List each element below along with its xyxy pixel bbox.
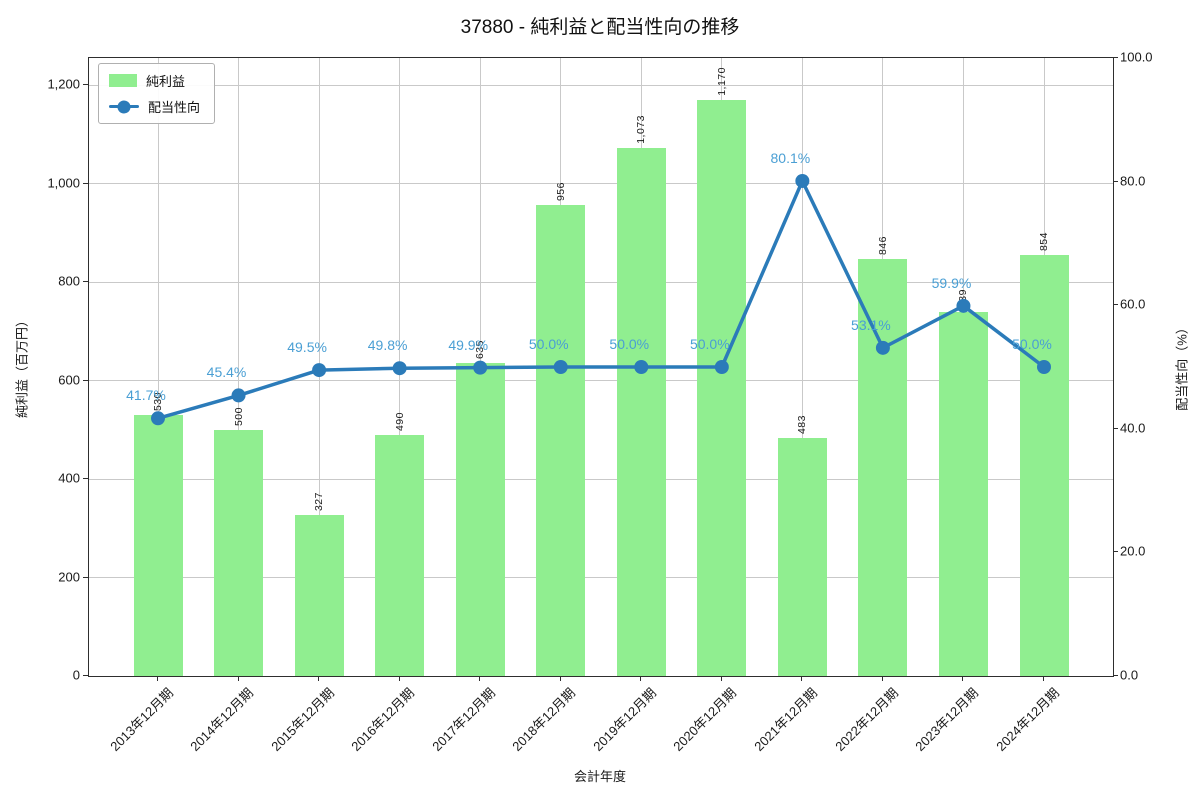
left-tick-label: 400: [58, 470, 80, 486]
right-tick-mark: [1113, 57, 1118, 58]
left-tick-mark: [83, 84, 88, 86]
left-tick-mark: [83, 675, 88, 676]
line-marker-icon: [1037, 360, 1051, 374]
legend-item-payout-ratio: 配当性向: [109, 97, 200, 116]
left-tick-mark: [83, 576, 88, 578]
line-marker-icon: [231, 388, 246, 403]
right-tick-mark: [1113, 180, 1118, 182]
right-tick-label: 80.0: [1120, 173, 1146, 189]
v-gridline: [157, 58, 159, 676]
left-tick-mark: [83, 281, 88, 283]
x-tick-label: 2015年12月期: [267, 685, 337, 754]
x-tick-mark: [962, 676, 964, 681]
plot-area: 純利益 配当性向 530 500 327 490 635 956 1,073 1,170 483…: [88, 57, 1114, 677]
left-tick-label: 600: [58, 372, 80, 388]
line-path: [156, 179, 1046, 421]
h-gridline: [89, 380, 1113, 382]
x-tick-label: 2020年12月期: [670, 685, 740, 754]
legend-item-net-profit: 純利益: [109, 71, 200, 90]
x-tick-mark: [640, 676, 642, 681]
line-swatch-icon: [109, 100, 139, 113]
line-marker-icon: [117, 100, 131, 113]
bar-2014年12月期: [214, 429, 264, 676]
line-marker-icon: [553, 360, 568, 374]
line-marker-icon: [312, 363, 327, 378]
h-gridline: [89, 84, 1113, 86]
x-tick-label: 2024年12月期: [992, 685, 1062, 754]
line-marker-icon: [634, 360, 649, 374]
h-gridline: [89, 183, 1113, 185]
bar-2016年12月期: [375, 434, 425, 676]
right-tick-label: 0.0: [1120, 667, 1139, 683]
x-tick-label: 2022年12月期: [831, 685, 901, 754]
v-gridline: [238, 58, 240, 676]
bar-2017年12月期: [455, 363, 505, 676]
right-tick-label: 20.0: [1120, 543, 1146, 559]
line-marker-icon: [795, 173, 810, 188]
x-tick-label: 2014年12月期: [187, 685, 257, 754]
bar-2024年12月期: [1019, 255, 1069, 676]
bar-2015年12月期: [294, 514, 344, 676]
bar-2018年12月期: [536, 205, 586, 676]
line-marker-icon: [151, 411, 165, 426]
y-axis-label-right: 配当性向（%）: [1174, 321, 1190, 411]
x-tick-label: 2017年12月期: [429, 685, 498, 754]
x-tick-mark: [1043, 676, 1044, 681]
right-tick-mark: [1113, 427, 1118, 429]
h-gridline: [89, 478, 1113, 480]
h-gridline: [89, 577, 1113, 578]
x-tick-mark: [157, 676, 158, 681]
chart-title: 37880 - 純利益と配当性向の推移: [460, 17, 740, 38]
line-marker-icon: [714, 360, 729, 374]
x-tick-label: 2019年12月期: [590, 685, 660, 754]
y-axis-label-left: 純利益（百万円）: [14, 313, 30, 419]
v-gridline: [801, 58, 803, 676]
legend: 純利益 配当性向: [98, 63, 216, 124]
bar-2020年12月期: [697, 99, 747, 676]
legend-line-label: 配当性向: [148, 100, 201, 115]
x-tick-label: 2016年12月期: [348, 685, 418, 754]
x-tick-label: 2021年12月期: [751, 685, 821, 754]
bar-2013年12月期: [133, 415, 183, 676]
bar-2021年12月期: [777, 438, 827, 676]
bar-2022年12月期: [858, 259, 908, 676]
legend-bar-label: 純利益: [146, 74, 186, 89]
x-axis-label: 会計年度: [573, 769, 626, 784]
line-marker-icon: [875, 340, 890, 355]
x-tick-mark: [479, 676, 481, 681]
right-tick-label: 40.0: [1120, 420, 1146, 436]
x-tick-mark: [237, 676, 239, 681]
left-tick-mark: [83, 379, 88, 381]
x-tick-mark: [720, 676, 722, 681]
x-tick-label: 2013年12月期: [106, 685, 176, 754]
x-tick-mark: [398, 676, 400, 681]
x-tick-label: 2023年12月期: [912, 685, 982, 754]
bar-2019年12月期: [616, 147, 666, 676]
line-marker-icon: [473, 360, 488, 375]
x-tick-mark: [801, 676, 803, 681]
bar-swatch-icon: [109, 74, 137, 87]
left-tick-label: 1,200: [47, 76, 80, 92]
right-tick-mark: [1113, 551, 1118, 553]
x-tick-mark: [559, 676, 561, 681]
x-tick-label: 2018年12月期: [509, 685, 579, 754]
right-tick-mark: [1113, 304, 1118, 306]
left-tick-label: 0: [72, 667, 80, 683]
line-marker-icon: [956, 298, 971, 313]
left-tick-label: 800: [58, 273, 80, 289]
left-tick-label: 200: [58, 569, 80, 584]
x-tick-mark: [318, 676, 320, 681]
right-tick-label: 100.0: [1120, 49, 1153, 65]
left-tick-mark: [83, 478, 88, 480]
right-tick-mark: [1113, 675, 1118, 676]
bar-2023年12月期: [938, 312, 988, 676]
payout-ratio-line: [151, 173, 1051, 426]
x-tick-mark: [881, 676, 883, 681]
right-tick-label: 60.0: [1120, 296, 1146, 312]
line-marker-icon: [392, 361, 407, 376]
h-gridline: [89, 281, 1113, 283]
left-tick-label: 1,000: [47, 175, 80, 191]
left-tick-mark: [83, 182, 88, 184]
